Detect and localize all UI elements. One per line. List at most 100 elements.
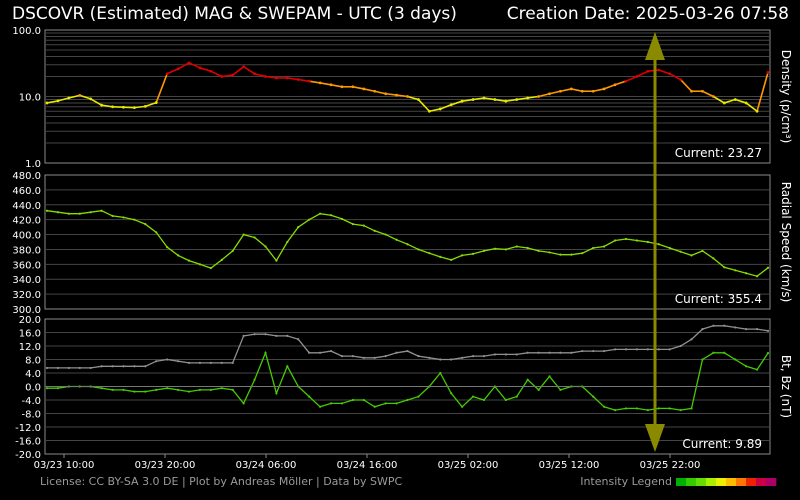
creation-date: Creation Date: 2025-03-26 07:58 xyxy=(507,4,789,24)
bz-series-point xyxy=(155,388,158,391)
bt-series-point xyxy=(745,328,748,331)
density-line-segment xyxy=(188,62,201,69)
bz-series-point xyxy=(537,388,540,391)
density-point xyxy=(417,98,420,101)
density-point xyxy=(515,98,519,101)
bz-series-point xyxy=(166,387,169,390)
speed-y-tick-label: 460.0 xyxy=(12,186,41,197)
density-point xyxy=(657,68,661,72)
density-line-segment xyxy=(199,67,212,72)
mag-y-tick-label: 12.0 xyxy=(19,342,41,353)
speed-series-point xyxy=(526,246,529,250)
bt-series-point xyxy=(526,351,529,354)
bt-series-point xyxy=(297,338,300,341)
density-point xyxy=(766,71,770,74)
density-line-segment xyxy=(287,77,299,81)
speed-series-point xyxy=(657,243,660,246)
intensity-legend-swatch xyxy=(686,478,697,486)
density-point xyxy=(733,98,737,101)
density-point xyxy=(56,99,60,103)
speed-series-point xyxy=(559,253,562,256)
bz-series-point xyxy=(308,395,311,398)
bz-series-point xyxy=(668,407,671,410)
speed-series-point xyxy=(362,224,365,227)
density-line-segment xyxy=(647,69,659,73)
speed-y-tick-label: 480.0 xyxy=(12,171,41,182)
speed-series-point xyxy=(122,216,125,219)
intensity-legend-swatch xyxy=(676,478,687,486)
bz-series-point xyxy=(613,409,617,412)
bz-series-point xyxy=(701,358,704,361)
speed-series-point xyxy=(493,247,496,250)
bz-series-point xyxy=(395,402,398,405)
density-line-segment xyxy=(483,97,496,101)
speed-series-point xyxy=(482,249,486,253)
mag-current-label: Current: 9.89 xyxy=(682,437,762,451)
density-current-label: Current: 23.27 xyxy=(675,146,762,160)
density-line-segment xyxy=(702,90,714,98)
density-line-segment xyxy=(46,100,59,104)
density-point xyxy=(569,87,573,91)
density-point xyxy=(668,72,672,76)
density-point xyxy=(45,101,49,105)
density-point xyxy=(285,76,289,80)
x-axis: 03/23 10:00 03/23 20:00 03/24 06:00 03/24 1… xyxy=(34,454,700,471)
speed-series-point xyxy=(329,214,333,217)
density-point xyxy=(744,101,748,105)
density-point xyxy=(154,101,158,104)
bz-series-point xyxy=(351,398,354,402)
bt-series-point xyxy=(559,351,562,354)
speed-series-point xyxy=(275,259,278,262)
speed-series-point xyxy=(384,233,387,236)
speed-series-point xyxy=(187,259,191,262)
speed-series-point xyxy=(166,246,169,249)
speed-series-point xyxy=(471,252,475,256)
speed-series-point xyxy=(209,266,212,270)
speed-series-point xyxy=(515,245,518,248)
bt-series-point xyxy=(482,355,486,358)
bz-series-point xyxy=(657,407,660,410)
speed-series-point xyxy=(373,229,376,232)
bt-series-point xyxy=(603,349,606,353)
bt-series-point xyxy=(613,348,617,351)
mag-y-tick-label: 16.0 xyxy=(19,329,41,340)
bz-series-point xyxy=(340,402,344,405)
bz-series-point xyxy=(253,378,256,381)
bt-series-point xyxy=(209,361,212,364)
density-point xyxy=(100,103,104,107)
bt-series-point xyxy=(45,366,49,370)
intensity-legend-swatch xyxy=(746,478,757,486)
bz-series-point xyxy=(286,365,289,368)
bt-series-point xyxy=(155,360,158,363)
speed-series-point xyxy=(679,250,682,253)
bt-series-point xyxy=(275,334,278,337)
bt-series-point xyxy=(471,355,475,358)
density-line-segment xyxy=(177,62,190,70)
speed-series-point xyxy=(242,233,245,236)
density-line-segment xyxy=(625,75,638,82)
density-line-segment xyxy=(527,95,539,99)
bt-series-point xyxy=(340,355,344,358)
density-line-segment xyxy=(429,108,441,113)
mag-y-tick-label: -4.0 xyxy=(21,396,41,407)
bz-series-point xyxy=(766,352,770,355)
density-point xyxy=(722,101,726,105)
density-point xyxy=(275,76,278,80)
density-line-segment xyxy=(734,98,747,104)
bt-series-point xyxy=(198,361,202,364)
bz-series-point xyxy=(100,387,103,390)
density-line-segment xyxy=(363,88,375,93)
density-point xyxy=(690,89,693,93)
bt-series-point xyxy=(723,324,726,327)
mag-y-tick-label: 4.0 xyxy=(25,369,41,380)
chart-title: DSCOVR (Estimated) MAG & SWEPAM - UTC (3… xyxy=(12,4,457,24)
density-line-segment xyxy=(265,75,277,79)
speed-series-point xyxy=(198,263,202,266)
density-line-segment xyxy=(254,72,266,78)
speed-series-point xyxy=(723,266,726,269)
bz-series-point xyxy=(439,371,442,375)
bz-series-point xyxy=(712,351,715,354)
speed-series-point xyxy=(581,252,584,255)
density-line-segment xyxy=(221,74,233,78)
bt-series-point xyxy=(56,366,60,370)
